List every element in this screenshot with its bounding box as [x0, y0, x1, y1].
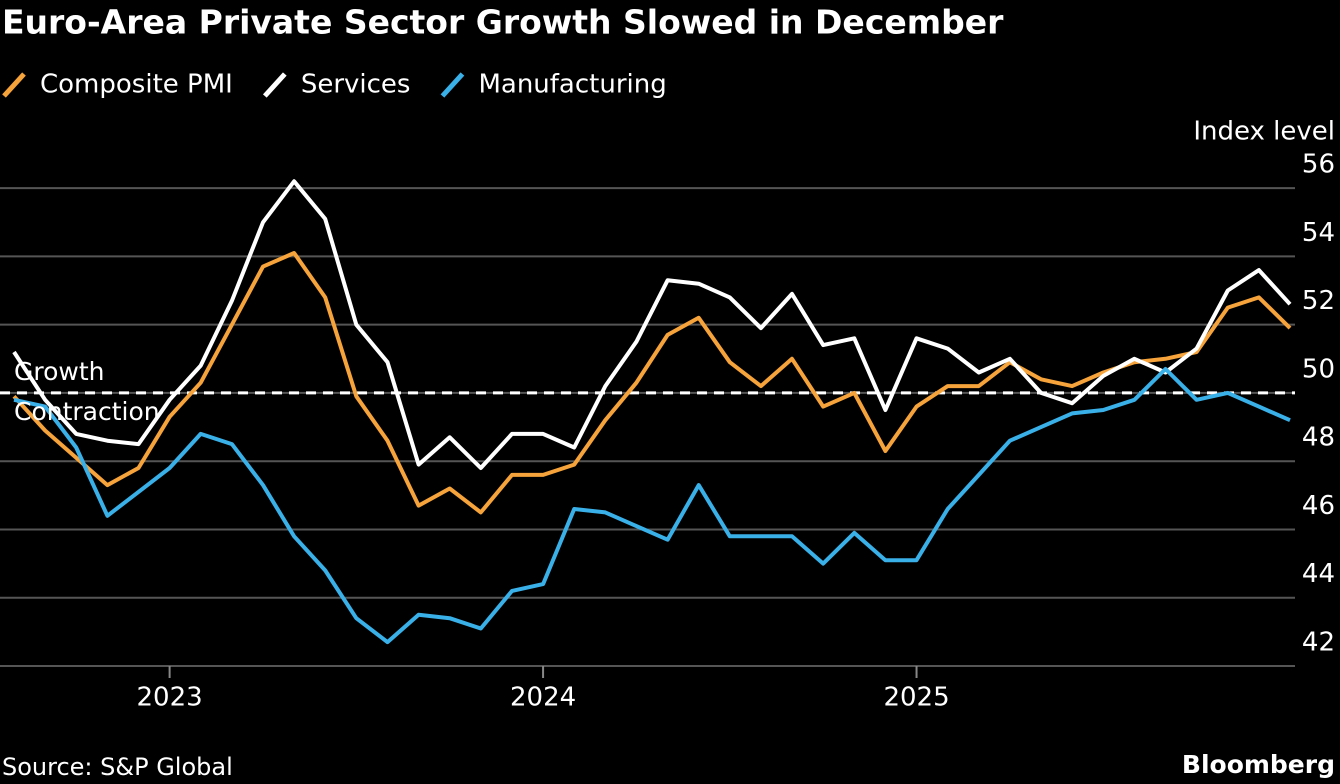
y-tick-label: 52 — [1302, 286, 1335, 316]
y-tick-label: 46 — [1302, 491, 1335, 521]
source: Source: S&P Global — [2, 753, 233, 781]
x-tick-label: 2025 — [883, 683, 949, 713]
series-line — [12, 251, 1292, 515]
y-axis-label: Index level — [1193, 117, 1335, 147]
y-tick-label: 54 — [1302, 218, 1335, 248]
legend-marker — [262, 72, 287, 98]
x-tick-label: 2023 — [137, 683, 203, 713]
y-tick-label: 44 — [1302, 559, 1335, 589]
y-tick-label: 56 — [1302, 150, 1335, 180]
reference-label: Growth — [14, 357, 105, 386]
brand: Bloomberg — [1182, 750, 1335, 779]
y-tick-label: 42 — [1302, 628, 1335, 658]
legend-label: Composite PMI — [40, 70, 233, 100]
chart-title: Euro-Area Private Sector Growth Slowed i… — [2, 3, 1004, 42]
reference-label: Contraction — [14, 397, 160, 426]
y-tick-label: 50 — [1302, 354, 1335, 384]
x-tick-label: 2024 — [510, 683, 576, 713]
legend-marker — [440, 72, 465, 98]
y-tick-label: 48 — [1302, 423, 1335, 453]
legend-marker — [2, 72, 26, 98]
series-line — [13, 367, 1291, 645]
legend-label: Services — [301, 70, 411, 100]
series-line — [12, 179, 1292, 470]
legend-label: Manufacturing — [478, 70, 666, 100]
